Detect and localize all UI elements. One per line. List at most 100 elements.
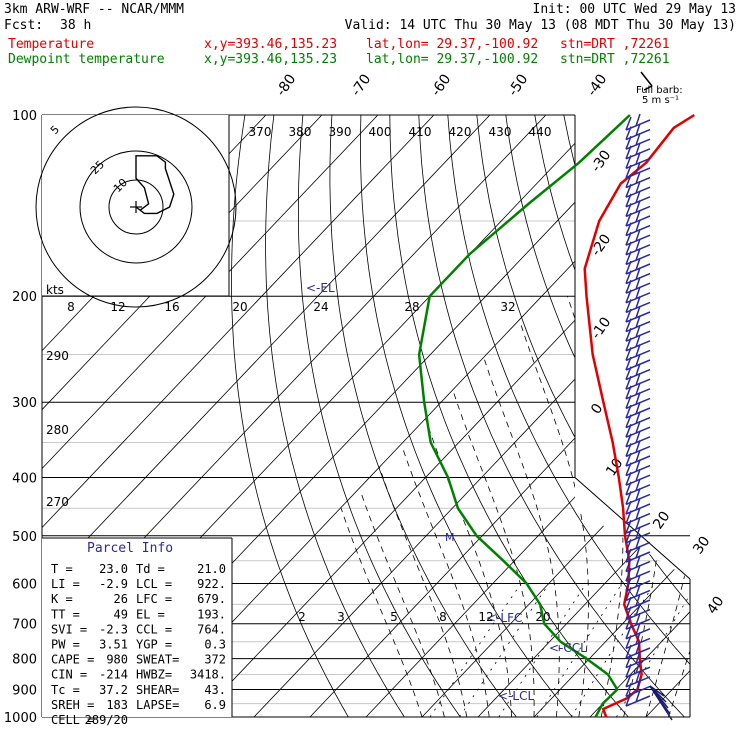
moist-adiabat bbox=[519, 320, 589, 717]
isotherm-line bbox=[421, 115, 690, 717]
wind-barb-flag bbox=[625, 116, 632, 131]
pressure-tick-label: 800 bbox=[12, 653, 37, 668]
dry-adiabat bbox=[650, 115, 690, 717]
pressure-tick-label: 300 bbox=[12, 396, 37, 411]
wind-barb-flag bbox=[635, 382, 641, 396]
wind-barb-flag bbox=[635, 660, 641, 674]
wind-barb-flag bbox=[625, 414, 632, 428]
wind-barb-flag bbox=[625, 596, 632, 611]
isotherm-label: -80 bbox=[273, 71, 299, 99]
wind-barb-flag bbox=[635, 526, 641, 540]
wind-barb-flag bbox=[635, 190, 641, 204]
dry-adiabat bbox=[563, 115, 690, 717]
wind-barb-flag bbox=[635, 152, 641, 165]
pressure-tick-label: 100 bbox=[12, 109, 37, 124]
moist-adiabat bbox=[668, 296, 690, 717]
isotherm-line bbox=[645, 115, 690, 717]
dry-adiabat bbox=[534, 115, 690, 717]
wind-barb-flag bbox=[625, 587, 632, 601]
parcel-field-value: 3.51 bbox=[99, 638, 128, 652]
wind-barb-flag bbox=[625, 289, 632, 304]
parcel-field-value: 372 bbox=[204, 653, 226, 667]
parcel-field-value: 679. bbox=[197, 592, 226, 606]
init-time: Init: 00 UTC Wed 29 May 13 bbox=[532, 2, 737, 17]
wind-barb-flag bbox=[625, 241, 632, 256]
wind-barb-flag bbox=[635, 248, 641, 261]
wind-barb-flag bbox=[635, 440, 641, 453]
moist-adiabat bbox=[379, 467, 468, 717]
hodograph-speed-tick: 24 bbox=[313, 300, 328, 314]
theta-label: 280 bbox=[46, 423, 69, 437]
dry-adiabat bbox=[592, 115, 690, 717]
temperature-latlon: lat,lon= 29.37,-100.92 bbox=[366, 37, 539, 52]
theta-label: 420 bbox=[449, 125, 472, 139]
pressure-tick-label: 600 bbox=[12, 577, 37, 592]
temperature-station: stn=DRT ,72261 bbox=[560, 37, 670, 52]
isotherm-label: 20 bbox=[650, 509, 673, 533]
pressure-tick-label: 500 bbox=[12, 530, 37, 545]
wind-barb-flag bbox=[625, 577, 632, 592]
parcel-field-value: -214 bbox=[99, 668, 128, 682]
wind-barb-flag bbox=[625, 327, 632, 342]
mixing-ratio-label: 5 bbox=[390, 610, 398, 624]
pressure-tick-label: 200 bbox=[12, 290, 37, 305]
parcel-field-label: CCL = bbox=[136, 622, 172, 636]
mixing-ratio-label: 2 bbox=[298, 610, 306, 624]
wind-barb-flag bbox=[625, 366, 632, 380]
theta-label: 430 bbox=[489, 125, 512, 139]
isotherm-line bbox=[42, 115, 491, 717]
theta-label: 380 bbox=[289, 125, 312, 139]
mixing-ratio-label: 3 bbox=[337, 610, 345, 624]
wind-barb-flag bbox=[625, 692, 632, 707]
parcel-field-label: EL = bbox=[136, 607, 165, 621]
theta-label: 390 bbox=[329, 125, 352, 139]
wind-barb-flag bbox=[635, 689, 641, 703]
temperature-legend: Temperature bbox=[8, 37, 95, 52]
wind-barb-flag bbox=[625, 337, 632, 352]
parcel-field-label: SVI = bbox=[51, 622, 87, 636]
isotherm-line bbox=[42, 115, 379, 717]
temperature-xy: x,y=393.46,135.23 bbox=[204, 37, 338, 52]
parcel-field-label: T = bbox=[51, 562, 73, 576]
wind-barb-flag bbox=[625, 644, 632, 659]
hodograph-ring bbox=[35, 106, 237, 308]
moist-adiabat bbox=[359, 490, 445, 717]
wind-barb-flag bbox=[635, 228, 641, 242]
hodograph-speed-tick: 12 bbox=[110, 300, 125, 314]
wind-barb-flag bbox=[625, 635, 632, 649]
hodograph-speed-tick: 8 bbox=[67, 300, 75, 314]
wind-barb-flag bbox=[625, 625, 632, 640]
wind-barb-flag bbox=[635, 468, 641, 482]
wind-barb-flag bbox=[625, 347, 632, 361]
wind-barb-flag bbox=[635, 507, 641, 520]
wind-barb-flag bbox=[635, 392, 641, 405]
parcel-field-label: CAPE = bbox=[51, 653, 94, 667]
wind-barb-flag bbox=[625, 481, 632, 496]
hodograph-speed-tick: 16 bbox=[164, 300, 179, 314]
forecast-hours: 38 h bbox=[60, 18, 92, 33]
parcel-field-label: SHEAR= bbox=[136, 683, 179, 697]
ccl-marker: <-CCL bbox=[549, 641, 587, 655]
wind-barb-flag bbox=[635, 584, 641, 597]
moist-adiabat bbox=[425, 418, 512, 717]
parcel-field-label: LCL = bbox=[136, 577, 172, 591]
hodograph-trace bbox=[135, 155, 175, 215]
wind-barb-flag bbox=[625, 308, 632, 323]
parcel-field-value: 3418. bbox=[190, 668, 226, 682]
wind-barb-flag bbox=[625, 452, 632, 467]
wind-barb-flag bbox=[625, 356, 632, 371]
wind-barb-flag bbox=[625, 164, 632, 179]
barb-key-sample bbox=[640, 71, 653, 87]
barb-key-title: Full barb: bbox=[636, 85, 683, 96]
wind-barb-flag bbox=[635, 296, 641, 309]
parcel-field-label: Tc = bbox=[51, 683, 80, 697]
parcel-field-value: 764. bbox=[197, 622, 226, 636]
wind-barb-flag bbox=[625, 395, 632, 409]
wind-barb-flag bbox=[635, 286, 641, 300]
isotherm-label: -40 bbox=[584, 71, 610, 99]
pressure-tick-label: 700 bbox=[12, 618, 37, 633]
moist-adiabat bbox=[645, 296, 690, 717]
wind-barb-flag bbox=[625, 375, 632, 390]
pressure-tick-label: 900 bbox=[12, 683, 37, 698]
parcel-field-value: 183 bbox=[106, 698, 128, 712]
